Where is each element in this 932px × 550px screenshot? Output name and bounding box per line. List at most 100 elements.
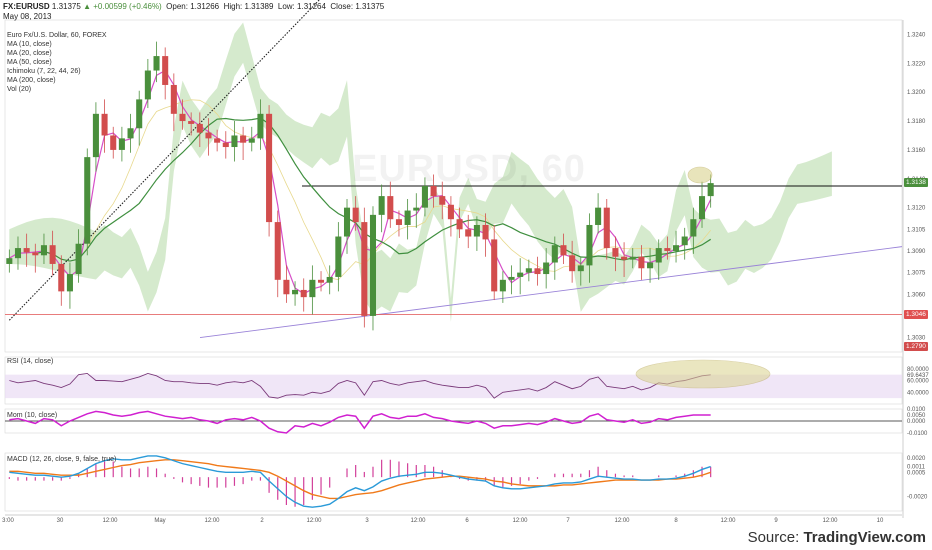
candle-body <box>525 268 532 273</box>
mom-line <box>9 410 711 434</box>
candle-body <box>378 196 385 215</box>
indicator-legend: Euro Fx/U.S. Dollar, 60, FOREX MA (10, c… <box>7 31 107 94</box>
candle-body <box>144 70 151 100</box>
time-tick-label: 12:00 <box>204 518 220 524</box>
price-tick-label: 1.3105 <box>907 227 926 233</box>
candle-body <box>205 132 212 139</box>
candle-body <box>681 236 688 246</box>
candle-body <box>84 157 91 244</box>
candle-body <box>257 113 264 139</box>
mom-pane-label[interactable]: Mom (10, close) <box>7 412 58 419</box>
candle-body <box>326 276 333 283</box>
indicator-item[interactable]: MA (10, close) <box>7 41 52 48</box>
mom-tick-label: 0.0100 <box>907 407 926 413</box>
price-tick-label: 1.3220 <box>907 61 926 67</box>
price-tick-label: 1.3060 <box>907 292 926 298</box>
header-date: May 08, 2013 <box>3 12 52 21</box>
candle-body <box>40 245 47 256</box>
candle-body <box>595 207 602 225</box>
time-tick-label: 3 <box>365 518 369 524</box>
rsi-tick-label: 60.0000 <box>907 379 929 385</box>
candle-body <box>430 186 437 197</box>
mom-tick-label: 0.0000 <box>907 419 926 425</box>
candle-body <box>664 248 671 251</box>
candle-body <box>32 252 39 256</box>
close-value: 1.31375 <box>355 2 385 11</box>
candle-body <box>404 210 411 225</box>
time-tick-label: 12:00 <box>614 518 630 524</box>
header-line-1: FX:EURUSD 1.31375 ▲ +0.00599 (+0.46%) Op… <box>3 2 384 11</box>
price-change: +0.00599 (+0.46%) <box>93 2 162 11</box>
indicator-item[interactable]: MA (50, close) <box>7 59 52 66</box>
open-label: Open: <box>166 2 188 11</box>
candle-body <box>214 138 221 143</box>
price-tick-label: 1.3120 <box>907 206 926 212</box>
time-tick-label: 8 <box>674 518 678 524</box>
source-brand: TradingView.com <box>803 529 926 546</box>
price-highlight-ellipse <box>687 166 713 184</box>
symbol-label[interactable]: FX:EURUSD <box>3 2 50 11</box>
price-tick-label: 1.3075 <box>907 271 926 277</box>
candle-body <box>447 204 454 220</box>
candle-body <box>456 219 463 230</box>
time-tick-label: 12:00 <box>822 518 838 524</box>
candle-body <box>58 263 65 292</box>
candle-body <box>49 245 56 264</box>
low-value: 1.31264 <box>297 2 326 11</box>
rsi-pane-label[interactable]: RSI (14, close) <box>7 358 54 365</box>
candle-body <box>352 207 359 223</box>
time-tick-label: May <box>154 518 165 524</box>
candle-body <box>690 219 697 237</box>
support-price-tag: 1.3046 <box>904 310 928 320</box>
candle-body <box>603 207 610 249</box>
candle-body <box>551 245 558 263</box>
candle-body <box>75 243 82 275</box>
macd-tick-label: 0.0005 <box>907 470 926 476</box>
candle-body <box>222 142 229 148</box>
ma200-price-tag: 1.2790 <box>904 342 928 351</box>
close-label: Close: <box>330 2 354 11</box>
candle-body <box>66 274 73 292</box>
source-credit[interactable]: Source: TradingView.com <box>748 529 926 546</box>
rsi-tick-label: 69.6437 <box>907 373 929 379</box>
pane-frame <box>4 452 903 512</box>
candle-body <box>395 219 402 225</box>
candle-body <box>473 224 480 237</box>
macd-pane-label[interactable]: MACD (12, 26, close, 9, false, true) <box>7 456 117 463</box>
low-label: Low: <box>277 2 295 11</box>
candle-body <box>300 289 307 298</box>
indicator-item[interactable]: MA (200, close) <box>7 77 56 84</box>
candle-body <box>361 222 368 316</box>
ma200-line <box>8 0 320 321</box>
candle-body <box>110 135 117 150</box>
candle-body <box>543 262 550 275</box>
time-tick-label: 9 <box>774 518 778 524</box>
indicator-item[interactable]: Vol (20) <box>7 86 32 93</box>
ma10-line <box>9 69 712 295</box>
candle-body <box>387 196 394 220</box>
time-tick-label: 10 <box>877 518 884 524</box>
candle-body <box>162 56 169 85</box>
candle-body <box>196 123 203 133</box>
macd-tick-label: -0.0020 <box>907 495 928 501</box>
indicator-item[interactable]: Ichimoku (7, 22, 44, 26) <box>7 68 81 75</box>
price-tick-label: 1.3240 <box>907 32 926 38</box>
high-value: 1.31389 <box>244 2 274 11</box>
time-tick-label: 12:00 <box>512 518 528 524</box>
open-value: 1.31266 <box>190 2 220 11</box>
time-tick-label: 3:00 <box>2 518 14 524</box>
candle-body <box>499 279 506 292</box>
candle-body <box>577 265 584 272</box>
candle-body <box>369 214 377 316</box>
indicator-item[interactable]: Euro Fx/U.S. Dollar, 60, FOREX <box>7 32 107 39</box>
candle-body <box>413 207 420 211</box>
candle-body <box>482 224 489 240</box>
candle-body <box>23 248 30 253</box>
source-prefix: Source: <box>747 529 804 546</box>
candle-body <box>629 256 636 260</box>
time-tick-label: 2 <box>260 518 264 524</box>
indicator-item[interactable]: MA (20, close) <box>7 50 52 57</box>
candle-body <box>335 236 342 277</box>
candle-body <box>534 268 541 275</box>
